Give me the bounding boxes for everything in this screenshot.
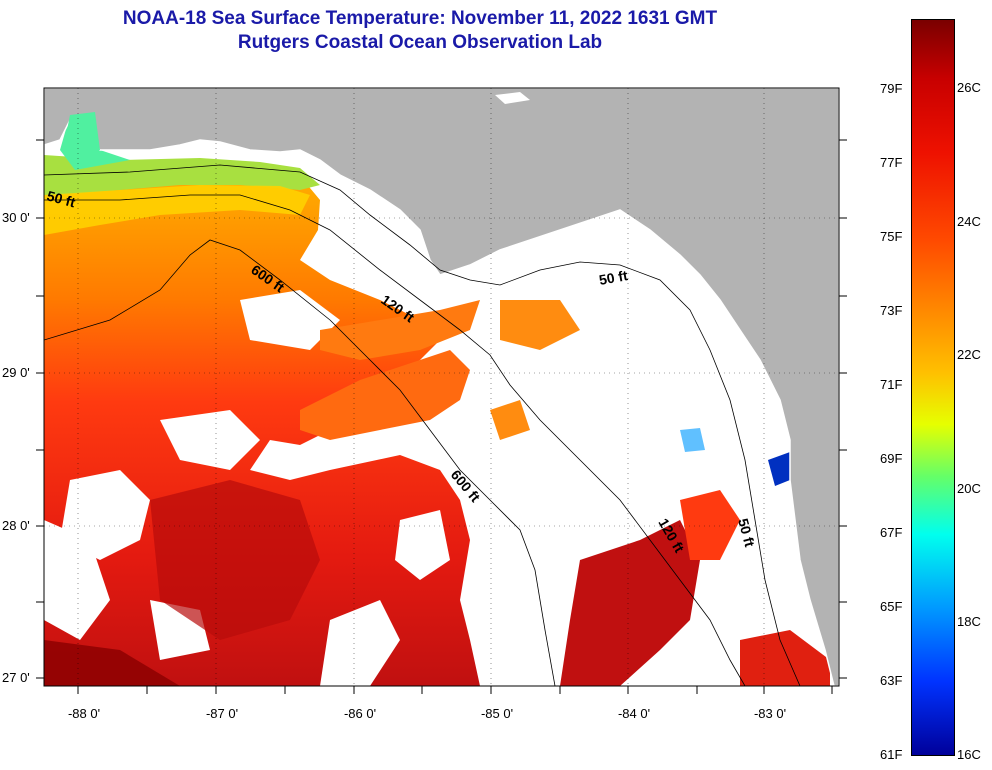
warm-patch-east (490, 400, 530, 440)
lon-label: -84 0' (617, 706, 651, 721)
colorbar-f-label: 61F (880, 747, 903, 762)
colorbar-f-label: 65F (880, 599, 903, 614)
warm-patch-east (740, 630, 830, 686)
colorbar-c-label: 18C (957, 614, 981, 629)
lat-label: 28 0' (2, 518, 30, 533)
colorbar-f-label: 71F (880, 377, 903, 392)
lat-label: 29 0' (2, 365, 30, 380)
map-subtitle: Rutgers Coastal Ocean Observation Lab (237, 32, 603, 53)
cloud-patch (240, 290, 340, 350)
colorbar-f-label: 75F (880, 229, 903, 244)
lat-label: 30 0' (2, 210, 30, 225)
contour-50ft (44, 164, 801, 686)
warm-core (150, 480, 320, 640)
bay (495, 92, 530, 104)
cool-nearshore (44, 155, 320, 195)
warm-core (44, 640, 180, 686)
cloud-patch (44, 520, 110, 640)
colorbar-c-label: 22C (957, 347, 981, 362)
lon-label: -85 0' (480, 706, 514, 721)
colorbar-f-label: 73F (880, 303, 903, 318)
colorbar-c-label: 16C (957, 747, 981, 762)
depth-label: 50 ft (735, 517, 758, 549)
warm-patch-east (560, 520, 700, 686)
depth-label: 50 ft (598, 267, 629, 288)
lon-label: -86 0' (343, 706, 377, 721)
colorbar-c-label: 26C (957, 80, 981, 95)
contour-120ft (44, 194, 746, 686)
contour-600ft (44, 239, 556, 686)
warm-tongue (300, 350, 470, 440)
lon-label: -83 0' (753, 706, 787, 721)
cloud-patch (160, 410, 260, 470)
colorbar-f-label: 69F (880, 451, 903, 466)
lon-label: -87 0' (205, 706, 239, 721)
colorbar-c-label: 24C (957, 214, 981, 229)
depth-label: 50 ft (45, 187, 77, 210)
land-mass (44, 88, 839, 686)
colorbar-f-label: 63F (880, 673, 903, 688)
map-title: NOAA-18 Sea Surface Temperature: Novembe… (122, 8, 718, 29)
color-scale-bar (911, 19, 955, 756)
warm-patch-east (680, 490, 740, 560)
colorbar-f-label: 77F (880, 155, 903, 170)
cloud-patch (395, 510, 450, 580)
colorbar-f-label: 79F (880, 81, 903, 96)
colorbar-c-label: 20C (957, 481, 981, 496)
lat-label: 27 0' (2, 670, 30, 685)
cloud-patch (320, 600, 400, 686)
bay (65, 112, 100, 155)
warm-patch-east (500, 300, 580, 350)
lon-label: -88 0' (67, 706, 101, 721)
warm-water-west (44, 170, 480, 686)
cool-nearshore (44, 185, 310, 235)
plot-frame (43, 87, 840, 687)
colorbar-f-label: 67F (880, 525, 903, 540)
cool-patch (680, 428, 705, 452)
cool-patch (768, 452, 795, 486)
axis-ticks (36, 139, 847, 694)
